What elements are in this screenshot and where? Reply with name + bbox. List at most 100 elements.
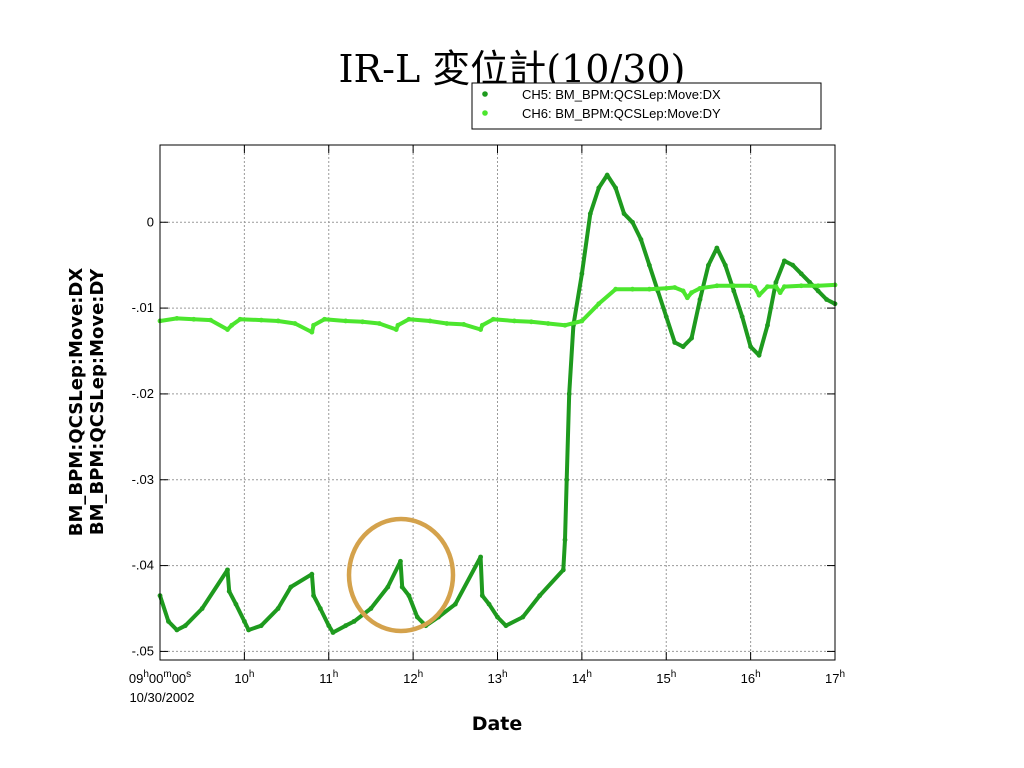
- data-point: [714, 245, 720, 251]
- data-point: [174, 315, 180, 321]
- data-point: [292, 321, 298, 326]
- data-point: [646, 286, 652, 292]
- data-point: [225, 327, 230, 332]
- data-point: [781, 258, 787, 264]
- data-point: [288, 584, 294, 590]
- data-point: [781, 284, 787, 290]
- data-point: [798, 283, 804, 289]
- series-layer: [157, 172, 838, 635]
- x-tick-label: 15h: [656, 669, 676, 686]
- data-point: [697, 297, 703, 302]
- data-point: [486, 601, 492, 607]
- y-axis-label-line: BM_BPM:QCSLep:Move:DY: [87, 268, 108, 535]
- data-point: [351, 618, 357, 624]
- data-point: [528, 319, 534, 325]
- data-point: [672, 285, 678, 290]
- data-point: [562, 537, 568, 543]
- data-point: [765, 322, 770, 328]
- data-point: [490, 316, 496, 322]
- y-tick-label: 0: [147, 214, 154, 229]
- data-point: [322, 316, 327, 322]
- data-point: [360, 319, 365, 325]
- data-point: [395, 322, 401, 328]
- data-point: [680, 288, 686, 294]
- data-point: [246, 627, 251, 633]
- data-point: [241, 618, 247, 624]
- data-point: [275, 606, 281, 611]
- legend-marker: [482, 91, 488, 97]
- data-point: [560, 567, 566, 573]
- x-tick-date-label: 10/30/2002: [129, 690, 194, 705]
- x-tick-label: 10h: [234, 669, 254, 686]
- data-point: [663, 285, 669, 291]
- data-point: [807, 279, 813, 285]
- data-point: [579, 318, 585, 324]
- data-point: [406, 316, 412, 322]
- data-point: [566, 391, 572, 397]
- x-axis-label: Date: [472, 713, 523, 735]
- data-point: [376, 321, 382, 326]
- highlight-circle: [346, 516, 456, 634]
- data-point: [478, 554, 484, 560]
- y-tick-label: -.03: [132, 472, 154, 487]
- data-point: [731, 288, 737, 294]
- data-point: [714, 283, 720, 289]
- data-point: [461, 321, 467, 327]
- data-point: [478, 327, 484, 332]
- data-point: [309, 329, 315, 335]
- data-point: [579, 271, 585, 277]
- data-point: [199, 606, 205, 611]
- data-point: [756, 352, 762, 358]
- data-point: [621, 211, 627, 217]
- x-tick-label: 17h: [825, 669, 845, 686]
- data-point: [237, 316, 243, 322]
- data-point: [562, 322, 568, 328]
- data-point: [684, 295, 690, 301]
- data-point: [520, 614, 526, 620]
- data-point: [368, 606, 374, 611]
- data-point: [398, 558, 403, 564]
- data-point: [596, 185, 602, 191]
- data-point: [537, 593, 543, 599]
- annotations: [346, 516, 456, 634]
- data-point: [689, 335, 694, 341]
- x-tick-label: 13h: [487, 669, 507, 686]
- data-point: [208, 317, 214, 323]
- data-point: [697, 285, 703, 291]
- data-point: [427, 318, 433, 324]
- data-point: [414, 614, 420, 620]
- legend-entry: CH5: BM_BPM:QCSLep:Move:DX: [522, 87, 721, 102]
- data-point: [479, 593, 485, 599]
- data-point: [311, 593, 316, 599]
- data-point: [773, 284, 779, 290]
- data-point: [646, 262, 652, 268]
- y-axis-label-line: BM_BPM:QCSLep:Move:DX: [66, 268, 87, 537]
- data-point: [748, 283, 754, 289]
- data-point: [226, 588, 232, 594]
- data-point: [739, 314, 745, 320]
- data-point: [166, 618, 171, 624]
- data-point: [317, 606, 323, 611]
- legend-entry: CH6: BM_BPM:QCSLep:Move:DY: [522, 106, 721, 121]
- data-point: [385, 584, 391, 590]
- data-point: [722, 262, 728, 268]
- data-point: [587, 211, 593, 217]
- data-point: [452, 601, 458, 607]
- data-point: [182, 623, 188, 629]
- y-tick-label: -.01: [132, 300, 154, 315]
- data-point: [225, 567, 230, 573]
- data-point: [174, 627, 180, 633]
- legend: CH5: BM_BPM:QCSLep:Move:DX CH6: BM_BPM:QC…: [471, 82, 822, 130]
- data-point: [638, 237, 644, 242]
- data-point: [604, 172, 610, 178]
- y-tick-label: -.05: [132, 643, 154, 658]
- data-point: [406, 593, 412, 599]
- data-point: [444, 321, 450, 326]
- data-point: [706, 262, 711, 268]
- data-point: [731, 283, 737, 289]
- data-point: [613, 185, 619, 191]
- data-point: [191, 316, 197, 322]
- data-point: [777, 290, 783, 296]
- data-point: [233, 601, 239, 607]
